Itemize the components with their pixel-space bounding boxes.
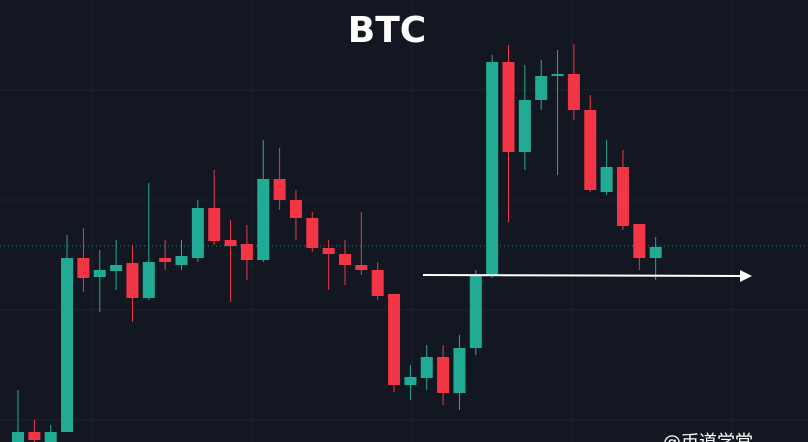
candle-body bbox=[12, 432, 24, 442]
candle-body bbox=[616, 167, 629, 226]
candle-body bbox=[208, 208, 221, 241]
candle-body bbox=[191, 208, 204, 258]
arrow-head bbox=[740, 270, 752, 282]
candle-body bbox=[306, 218, 319, 248]
candle-body bbox=[388, 294, 401, 385]
candle-body bbox=[28, 432, 41, 440]
candle-body bbox=[453, 348, 466, 393]
candles bbox=[0, 44, 808, 442]
candle-body bbox=[404, 377, 417, 385]
watermark: @币道学堂 bbox=[663, 432, 753, 442]
candle-body bbox=[535, 76, 548, 100]
candle-body bbox=[273, 179, 286, 200]
candle-body bbox=[322, 248, 335, 254]
candle-body bbox=[142, 262, 155, 298]
candle-body bbox=[355, 265, 368, 270]
candle-body bbox=[224, 240, 237, 246]
candle-body bbox=[110, 265, 123, 271]
candle-body bbox=[289, 200, 302, 218]
candle-body bbox=[502, 62, 515, 152]
candle-body bbox=[339, 254, 351, 265]
candle-body bbox=[469, 276, 482, 348]
candle-body bbox=[567, 74, 580, 110]
candle-body bbox=[44, 432, 57, 442]
candle-body bbox=[175, 256, 188, 265]
candle-body bbox=[486, 62, 499, 276]
candle-body bbox=[61, 258, 74, 432]
candle-body bbox=[77, 258, 90, 278]
candle-body bbox=[633, 224, 646, 258]
candle-body bbox=[93, 270, 106, 277]
arrow-line bbox=[422, 274, 743, 277]
candle-body bbox=[159, 258, 172, 262]
candle-body bbox=[371, 270, 384, 296]
candle-body bbox=[600, 167, 613, 192]
candle-body bbox=[257, 179, 270, 260]
candle-body bbox=[518, 100, 531, 152]
chart-title: BTC bbox=[348, 10, 426, 51]
candle-body bbox=[437, 357, 450, 393]
candle-body bbox=[551, 74, 564, 76]
candle-body bbox=[420, 357, 433, 378]
candle-body bbox=[584, 110, 597, 190]
candle-body bbox=[649, 247, 662, 258]
candle-body bbox=[126, 263, 139, 298]
candle-body bbox=[240, 244, 253, 260]
